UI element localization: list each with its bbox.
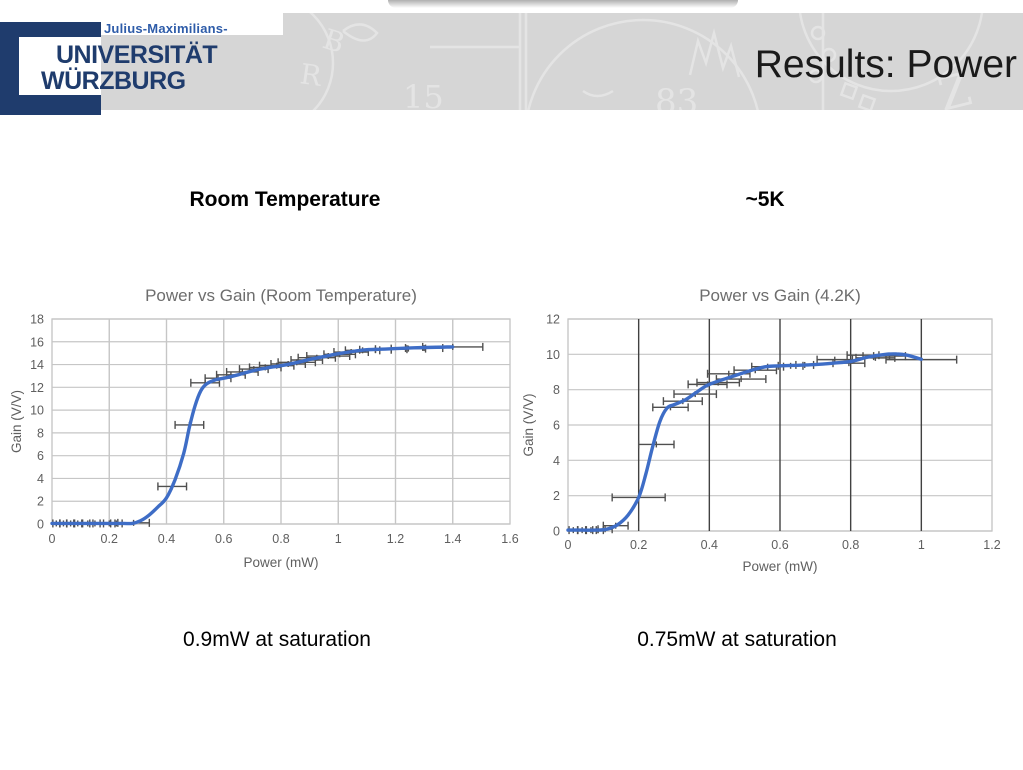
- svg-text:10: 10: [30, 404, 44, 418]
- svg-text:16: 16: [30, 335, 44, 349]
- svg-text:12: 12: [30, 381, 44, 395]
- logo-universitaet: UNIVERSITÄT: [56, 41, 218, 69]
- svg-text:1.6: 1.6: [501, 532, 518, 546]
- svg-text:1.2: 1.2: [983, 538, 1000, 552]
- svg-text:12: 12: [546, 313, 560, 327]
- svg-text:Power vs Gain (4.2K): Power vs Gain (4.2K): [699, 286, 861, 305]
- svg-text:1: 1: [918, 538, 925, 552]
- svg-text:14: 14: [30, 358, 44, 372]
- svg-text:0.6: 0.6: [215, 532, 232, 546]
- svg-text:1: 1: [335, 532, 342, 546]
- svg-text:8: 8: [37, 426, 44, 440]
- svg-text:4: 4: [37, 472, 44, 486]
- header-seal-panel: 15 83 B R Z: [283, 13, 1023, 110]
- svg-text:0: 0: [37, 518, 44, 532]
- svg-text:Gain (V/V): Gain (V/V): [9, 390, 24, 453]
- svg-text:1.2: 1.2: [387, 532, 404, 546]
- svg-text:0: 0: [553, 525, 560, 539]
- caption-left-saturation: 0.9mW at saturation: [183, 628, 371, 651]
- subtitle-5k: ~5K: [745, 188, 785, 211]
- svg-text:2: 2: [553, 489, 560, 503]
- seal-numeral-right: 83: [655, 82, 698, 110]
- chart-room-temperature: 0 0.2 0.4 0.6 0.8 1 1.2 1.4 1.6 0 2 4 6 8 10 12 14 16 18 Po…: [9, 286, 519, 570]
- svg-text:0.2: 0.2: [101, 532, 118, 546]
- svg-text:Power (mW): Power (mW): [743, 559, 818, 574]
- svg-text:Gain (V/V): Gain (V/V): [521, 393, 536, 456]
- svg-text:Power (mW): Power (mW): [244, 555, 319, 570]
- svg-text:0.4: 0.4: [701, 538, 718, 552]
- svg-text:8: 8: [553, 383, 560, 397]
- svg-text:0.8: 0.8: [272, 532, 289, 546]
- svg-text:0.6: 0.6: [771, 538, 788, 552]
- logo-wuerzburg: WÜRZBURG: [41, 67, 186, 95]
- svg-text:2: 2: [37, 495, 44, 509]
- svg-text:Power vs Gain (Room Temperatur: Power vs Gain (Room Temperature): [145, 286, 417, 305]
- chart-4-2k: 0 0.2 0.4 0.6 0.8 1 1.2 0 2 4 6 8 10 12 Power vs Gain …: [521, 286, 1001, 574]
- svg-text:0: 0: [565, 538, 572, 552]
- svg-text:0.4: 0.4: [158, 532, 175, 546]
- svg-text:6: 6: [37, 449, 44, 463]
- university-logo-white-box: [19, 37, 101, 95]
- subtitle-room-temperature: Room Temperature: [189, 188, 381, 211]
- page-title: Results: Power: [754, 43, 1017, 86]
- top-shadow: [388, 0, 738, 8]
- svg-text:4: 4: [553, 454, 560, 468]
- seal-numeral-left: 15: [403, 78, 444, 110]
- svg-text:0.2: 0.2: [630, 538, 647, 552]
- svg-text:0.8: 0.8: [842, 538, 859, 552]
- svg-text:0: 0: [49, 532, 56, 546]
- svg-text:18: 18: [30, 313, 44, 327]
- university-seal-watermark-icon: 15 83 B R Z: [298, 13, 984, 110]
- svg-text:6: 6: [553, 419, 560, 433]
- caption-right-saturation: 0.75mW at saturation: [637, 628, 837, 651]
- logo-pretitle: Julius-Maximilians-: [104, 21, 228, 36]
- svg-text:1.4: 1.4: [444, 532, 461, 546]
- svg-text:10: 10: [546, 348, 560, 362]
